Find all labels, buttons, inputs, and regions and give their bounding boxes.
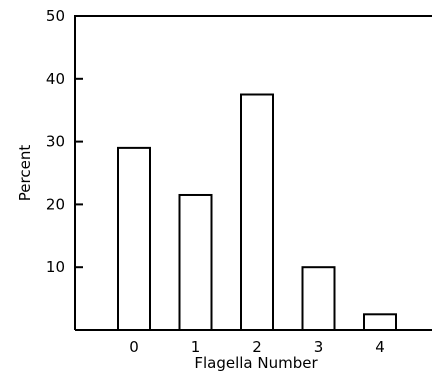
y-tick-label: 30 — [46, 133, 65, 151]
x-tick-label: 2 — [252, 338, 262, 356]
x-axis-title: Flagella Number — [194, 354, 318, 372]
y-axis-ticks: 10 20 30 40 50 — [46, 7, 83, 276]
bar-0 — [117, 146, 151, 331]
bar-2 — [240, 93, 274, 331]
bars — [117, 93, 397, 332]
x-tick-label: 4 — [375, 338, 385, 356]
bar-1 — [178, 193, 213, 331]
x-tick-label: 0 — [129, 338, 139, 356]
y-tick-label: 20 — [46, 195, 65, 213]
bar-3 — [301, 266, 336, 332]
bar-4 — [363, 313, 397, 331]
y-axis-title: Percent — [16, 145, 34, 202]
y-tick-label: 40 — [46, 70, 65, 88]
x-tick-label: 1 — [191, 338, 201, 356]
y-tick-label: 10 — [46, 258, 65, 276]
y-tick-label: 50 — [46, 7, 65, 25]
x-tick-label: 3 — [314, 338, 324, 356]
x-axis-ticks: 0 1 2 3 4 — [129, 338, 385, 356]
